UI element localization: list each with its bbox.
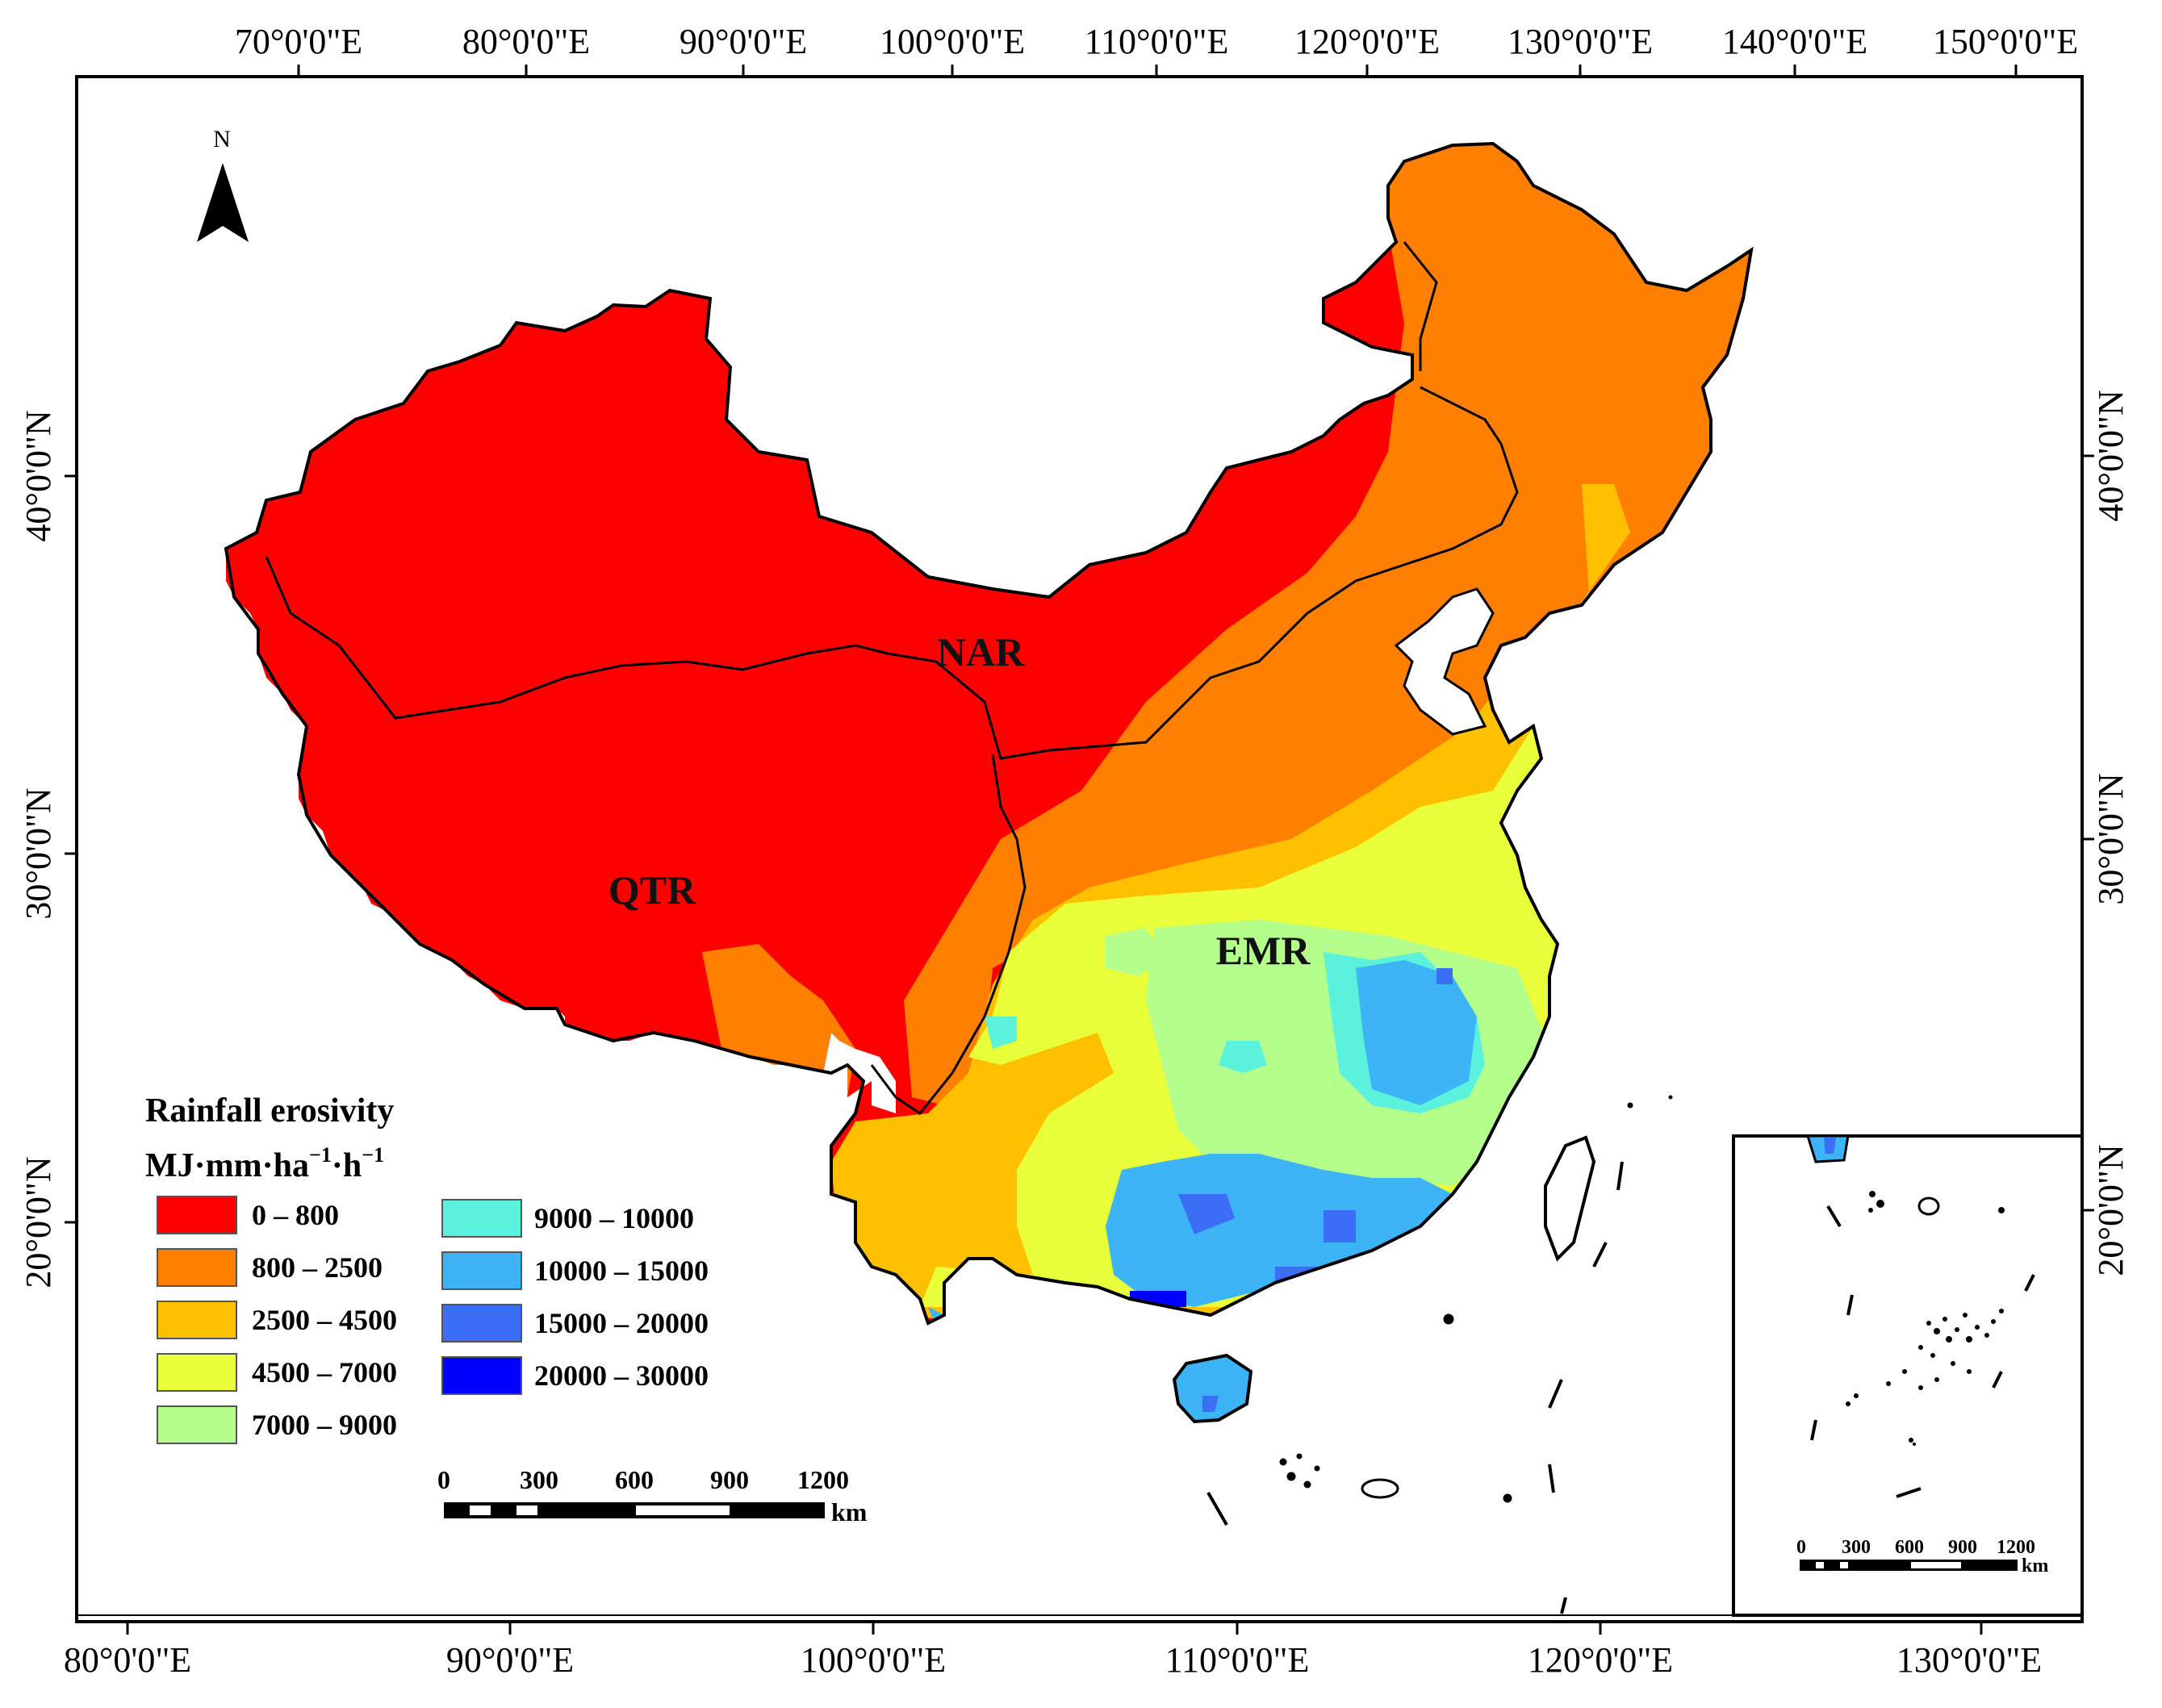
right-tick-label: 20°0'0"N xyxy=(2091,1144,2131,1276)
north-arrow-icon xyxy=(197,163,249,242)
region-boundary-ne xyxy=(1403,241,1438,371)
inset-scale-tick-label: 1200 xyxy=(1997,1537,2035,1558)
bottom-axis-ticks xyxy=(126,1622,1983,1635)
inset-islands xyxy=(1846,1191,2005,1446)
legend-item: 2500 – 4500 xyxy=(157,1301,397,1339)
bottom-tick-label: 130°0'0"E xyxy=(1896,1640,2042,1680)
inset-scale-tick-label: 0 xyxy=(1796,1537,1806,1558)
region-boundary-qtr xyxy=(870,754,1027,1116)
top-tick-label: 150°0'0"E xyxy=(1933,22,2078,61)
south-sea-islands xyxy=(1206,1095,1673,1614)
bottom-tick-label: 100°0'0"E xyxy=(801,1640,946,1680)
bottom-tick-label: 90°0'0"E xyxy=(446,1640,574,1680)
left-axis-labels: 40°0'0"N 30°0'0"N 20°0'0"N xyxy=(19,410,58,1288)
legend-item: 20000 – 30000 xyxy=(441,1356,709,1395)
legend-swatch xyxy=(441,1199,522,1238)
top-axis-ticks xyxy=(297,65,2018,77)
legend-label: 7000 – 9000 xyxy=(252,1409,397,1441)
right-axis-labels: 40°0'0"N 30°0'0"N 20°0'0"N xyxy=(2091,390,2131,1276)
scale-tick-label: 300 xyxy=(520,1465,558,1494)
inset-scale-tick-label: 900 xyxy=(1948,1537,1977,1558)
legend-label: 20000 – 30000 xyxy=(534,1359,709,1392)
left-tick-label: 40°0'0"N xyxy=(19,410,58,541)
scale-tick-label: 900 xyxy=(710,1465,749,1494)
legend-label: 4500 – 7000 xyxy=(252,1356,397,1389)
scale-unit: km xyxy=(831,1497,868,1526)
top-tick-label: 130°0'0"E xyxy=(1508,22,1653,61)
inset-scale-tick-label: 600 xyxy=(1895,1537,1924,1558)
bottom-tick-label: 110°0'0"E xyxy=(1165,1640,1310,1680)
legend-unit: MJ·mm·ha−1·h−1 xyxy=(145,1143,384,1184)
region-label-qtr: QTR xyxy=(608,867,696,912)
right-axis-ticks xyxy=(2082,454,2094,1212)
legend-label: 9000 – 10000 xyxy=(534,1202,694,1234)
legend-swatch xyxy=(157,1196,237,1234)
left-axis-ticks xyxy=(65,474,77,1224)
legend-item: 15000 – 20000 xyxy=(441,1304,709,1343)
region-label-emr: EMR xyxy=(1216,928,1311,973)
inset-scale-unit: km xyxy=(2022,1556,2048,1576)
bottom-tick-label: 120°0'0"E xyxy=(1528,1640,1673,1680)
bottom-tick-label: 80°0'0"E xyxy=(64,1640,191,1680)
legend-item: 10000 – 15000 xyxy=(441,1251,709,1290)
top-tick-label: 70°0'0"E xyxy=(235,22,362,61)
inset-frame xyxy=(1732,1134,2084,1617)
top-tick-label: 90°0'0"E xyxy=(680,22,807,61)
top-tick-label: 110°0'0"E xyxy=(1085,22,1229,61)
legend-label: 0 – 800 xyxy=(252,1199,339,1231)
top-tick-label: 140°0'0"E xyxy=(1722,22,1867,61)
right-tick-label: 40°0'0"N xyxy=(2091,390,2131,521)
left-tick-label: 30°0'0"N xyxy=(19,787,58,919)
north-label: N xyxy=(213,126,231,152)
inset-scale-bar: 0 300 600 900 1200 km xyxy=(1796,1537,2048,1576)
top-tick-label: 100°0'0"E xyxy=(880,22,1025,61)
taiwan-island xyxy=(1544,1135,1596,1262)
top-tick-label: 80°0'0"E xyxy=(462,22,590,61)
legend-swatch xyxy=(441,1356,522,1395)
legend-swatch xyxy=(157,1405,237,1444)
region-boundary-nar xyxy=(265,386,1519,760)
region-label-nar: NAR xyxy=(937,629,1025,674)
inset-scale-tick-label: 300 xyxy=(1842,1537,1871,1558)
hainan-island xyxy=(1172,1353,1253,1424)
legend: Rainfall erosivity MJ·mm·ha−1·h−1 0 – 80… xyxy=(145,1092,709,1444)
right-tick-label: 30°0'0"N xyxy=(2091,773,2131,904)
legend-item: 0 – 800 xyxy=(157,1196,339,1234)
legend-swatch xyxy=(157,1248,237,1287)
scale-tick-label: 1200 xyxy=(797,1465,849,1494)
left-tick-label: 20°0'0"N xyxy=(19,1156,58,1288)
legend-item: 9000 – 10000 xyxy=(441,1199,694,1238)
legend-item: 800 – 2500 xyxy=(157,1248,383,1287)
bottom-axis-labels: 80°0'0"E 90°0'0"E 100°0'0"E 110°0'0"E 12… xyxy=(64,1640,2042,1680)
legend-label: 2500 – 4500 xyxy=(252,1304,397,1336)
inset-map: 0 300 600 900 1200 km xyxy=(1732,1134,2084,1617)
legend-swatch xyxy=(157,1353,237,1392)
legend-label: 10000 – 15000 xyxy=(534,1255,709,1287)
legend-label: 800 – 2500 xyxy=(252,1251,383,1284)
country-outline xyxy=(224,141,1754,1326)
inset-dashes xyxy=(1810,1205,2035,1498)
top-tick-label: 120°0'0"E xyxy=(1294,22,1440,61)
legend-item: 4500 – 7000 xyxy=(157,1353,397,1392)
legend-swatch xyxy=(157,1301,237,1339)
bohai-sea xyxy=(1394,587,1495,736)
hainan-hotspot xyxy=(1202,1396,1219,1412)
legend-title: Rainfall erosivity xyxy=(145,1092,394,1130)
legend-swatch xyxy=(441,1304,522,1343)
scale-tick-label: 0 xyxy=(437,1465,450,1494)
north-arrow: N xyxy=(197,126,249,242)
legend-label: 15000 – 20000 xyxy=(534,1307,709,1339)
scale-tick-label: 600 xyxy=(615,1465,654,1494)
legend-swatch xyxy=(441,1251,522,1290)
top-axis-labels: 70°0'0"E 80°0'0"E 90°0'0"E 100°0'0"E 110… xyxy=(235,22,2078,61)
scale-bar: 0 300 600 900 1200 km xyxy=(437,1465,868,1526)
legend-item: 7000 – 9000 xyxy=(157,1405,397,1444)
